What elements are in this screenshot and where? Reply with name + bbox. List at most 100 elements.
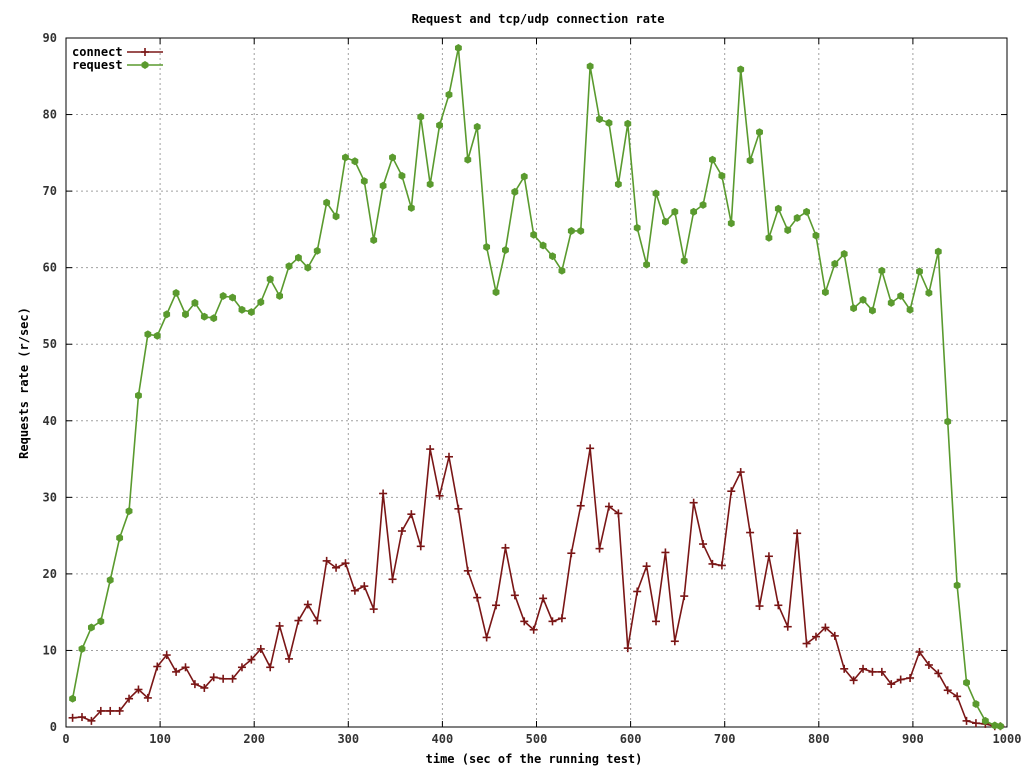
data-point-connect: [539, 594, 548, 603]
data-point-connect: [379, 489, 388, 498]
data-point-connect: [802, 639, 811, 648]
data-point-connect: [877, 667, 886, 676]
data-point-connect: [369, 605, 378, 614]
data-point-connect: [576, 501, 585, 510]
data-point-request: [671, 207, 679, 216]
data-point-request: [370, 236, 378, 245]
data-point-connect: [106, 706, 115, 715]
data-point-request: [586, 62, 594, 71]
data-point-request: [577, 226, 585, 235]
data-point-connect: [125, 694, 134, 703]
data-point-connect: [247, 655, 256, 664]
data-point-connect: [190, 680, 199, 689]
data-point-request: [144, 330, 152, 339]
data-point-request: [944, 417, 952, 426]
data-point-request: [511, 187, 519, 196]
data-point-connect: [143, 693, 152, 702]
data-point-request: [756, 128, 763, 137]
data-point-request: [172, 288, 180, 297]
data-point-connect: [482, 633, 491, 642]
data-point-request: [200, 312, 208, 321]
data-point-connect: [463, 566, 472, 575]
data-point-connect: [313, 616, 322, 625]
data-point-request: [605, 119, 613, 127]
data-point-request: [991, 721, 999, 730]
data-point-connect: [811, 632, 820, 641]
series-request: [69, 44, 1004, 731]
data-point-request: [850, 304, 858, 313]
data-point-request: [831, 259, 839, 268]
data-point-connect: [924, 660, 933, 669]
legend-marker-request: [141, 61, 149, 69]
data-point-request: [389, 153, 396, 162]
data-point-request: [426, 180, 434, 189]
data-point-connect: [614, 509, 623, 518]
data-point-connect: [652, 617, 661, 626]
plot-frame: [65, 37, 1008, 728]
x-axis-label: time (sec of the running test): [426, 752, 643, 766]
data-point-connect: [237, 663, 246, 672]
data-point-request: [633, 223, 641, 232]
series-group: [68, 44, 1005, 731]
data-point-connect: [633, 587, 642, 596]
data-point-request: [737, 65, 745, 74]
data-point-request: [596, 115, 603, 124]
data-point-request: [454, 44, 462, 52]
y-tick-label: 50: [43, 337, 57, 351]
data-point-connect: [849, 676, 858, 685]
data-point-connect: [322, 556, 331, 565]
data-point-connect: [492, 601, 501, 610]
data-point-request: [210, 314, 218, 323]
data-point-connect: [548, 617, 557, 626]
data-point-request: [313, 246, 321, 255]
data-point-request: [906, 305, 914, 314]
data-point-request: [887, 298, 895, 307]
grid: [66, 38, 1007, 727]
y-tick-label: 0: [50, 720, 57, 734]
data-point-connect: [661, 548, 670, 557]
data-point-connect: [303, 600, 312, 609]
data-point-connect: [87, 716, 96, 725]
data-point-connect: [971, 719, 980, 728]
data-point-connect: [77, 713, 86, 722]
data-point-request: [953, 581, 961, 590]
data-point-request: [247, 308, 255, 317]
data-point-connect: [96, 706, 105, 715]
data-point-connect: [774, 601, 783, 610]
data-point-request: [746, 156, 754, 165]
data-point-request: [417, 112, 425, 121]
data-point-connect: [294, 616, 303, 625]
data-point-request: [520, 172, 528, 181]
data-point-request: [407, 204, 415, 212]
data-point-connect: [567, 549, 576, 558]
data-point-connect: [68, 713, 77, 722]
data-point-connect: [821, 623, 830, 632]
data-point-connect: [623, 644, 632, 653]
legend-item-connect: connect: [72, 45, 163, 59]
data-point-request: [445, 90, 453, 99]
data-point-connect: [200, 683, 209, 692]
data-point-request: [699, 200, 707, 209]
legend-label-connect: connect: [72, 45, 123, 59]
data-point-connect: [708, 559, 717, 568]
data-point-request: [502, 246, 509, 255]
x-tick-label: 100: [149, 732, 171, 746]
data-point-request: [996, 722, 1004, 731]
data-point-request: [614, 180, 622, 189]
y-tick-label: 30: [43, 490, 57, 504]
data-point-request: [182, 310, 189, 319]
data-point-request: [624, 119, 632, 128]
data-point-request: [916, 267, 923, 276]
data-point-request: [464, 155, 472, 164]
data-point-connect: [266, 663, 275, 672]
data-point-connect: [783, 622, 792, 631]
data-point-connect: [642, 562, 651, 571]
data-point-connect: [915, 647, 924, 656]
data-point-request: [163, 310, 171, 319]
data-point-connect: [604, 502, 613, 511]
data-point-request: [709, 155, 716, 164]
data-point-connect: [727, 487, 736, 496]
data-point-request: [963, 678, 970, 687]
